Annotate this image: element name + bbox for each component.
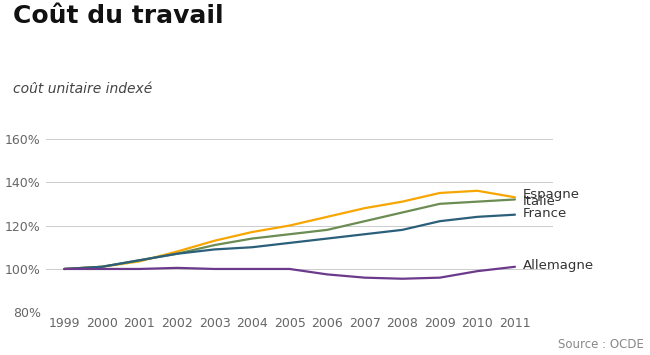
Text: Coût du travail: Coût du travail [13,4,224,28]
Text: France: France [523,207,567,220]
Text: Allemagne: Allemagne [523,259,593,272]
Text: Source : OCDE: Source : OCDE [558,338,644,351]
Text: Espagne: Espagne [523,187,579,201]
Text: coût unitaire indexé: coût unitaire indexé [13,82,152,95]
Text: Italie: Italie [523,195,555,208]
